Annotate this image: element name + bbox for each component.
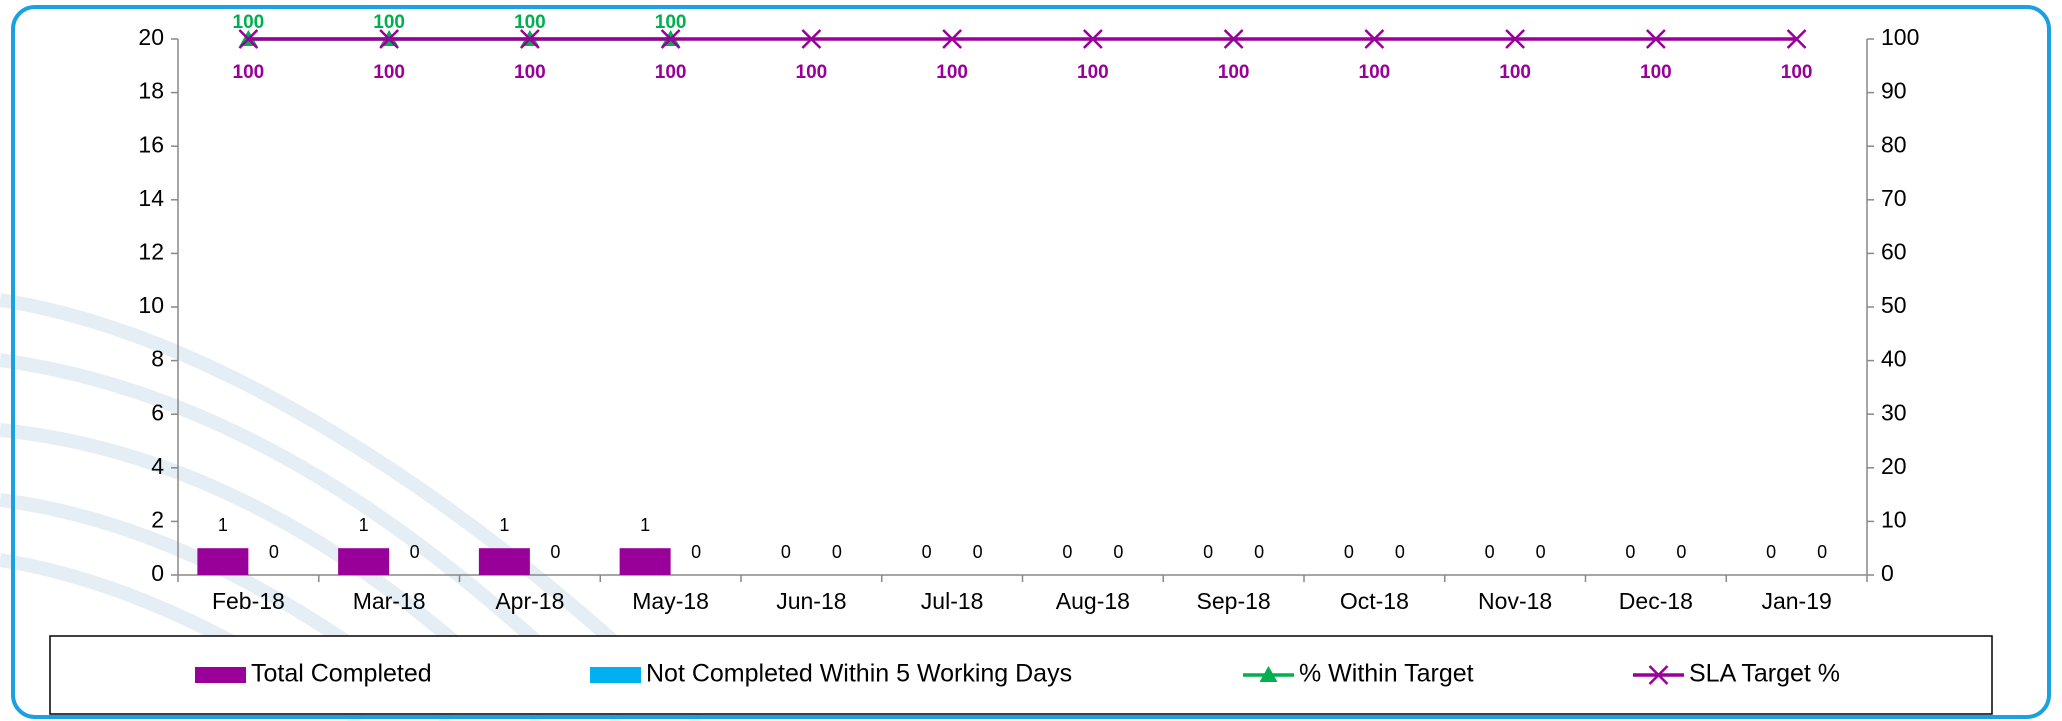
line-value-label: 100: [1640, 62, 1672, 83]
line-value-label: 100: [1077, 62, 1109, 83]
y2-tick-label: 0: [1881, 560, 1894, 586]
y2-tick-label: 60: [1881, 238, 1907, 264]
x-tick-label: May-18: [632, 588, 709, 614]
line-value-label: 100: [514, 12, 546, 33]
y-tick-label: 10: [138, 292, 164, 318]
bar: [338, 548, 389, 575]
y2-tick-label: 90: [1881, 78, 1907, 104]
bar-value-label: 0: [781, 542, 791, 562]
legend-label: Total Completed: [251, 660, 432, 688]
bar-value-label: 0: [922, 542, 932, 562]
y2-tick-label: 70: [1881, 185, 1907, 211]
x-tick-label: Oct-18: [1340, 588, 1409, 614]
x-tick-label: Jun-18: [776, 588, 846, 614]
bar-value-label: 0: [550, 542, 560, 562]
bar-value-label: 0: [1113, 542, 1123, 562]
bar-value-label: 0: [1625, 542, 1635, 562]
y-tick-label: 0: [151, 560, 164, 586]
y2-tick-label: 40: [1881, 346, 1907, 372]
line-value-label: 100: [514, 62, 546, 83]
line-value-label: 100: [936, 62, 968, 83]
line-value-label: 100: [1218, 62, 1250, 83]
line-value-label: 100: [655, 12, 687, 33]
bar-value-label: 0: [410, 542, 420, 562]
line-value-label: 100: [1781, 62, 1813, 83]
chart: 024681012141618200102030405060708090100F…: [0, 0, 2062, 721]
legend-swatch: [590, 667, 641, 683]
y-tick-label: 16: [138, 131, 164, 157]
legend-label: % Within Target: [1299, 660, 1474, 688]
bar-value-label: 0: [1062, 542, 1072, 562]
x-tick-label: Dec-18: [1619, 588, 1693, 614]
line-value-label: 100: [233, 12, 265, 33]
x-tick-label: Aug-18: [1056, 588, 1130, 614]
legend-label: Not Completed Within 5 Working Days: [646, 660, 1072, 688]
y-tick-label: 4: [151, 453, 164, 479]
x-tick-label: Sep-18: [1197, 588, 1271, 614]
legend-label: SLA Target %: [1689, 660, 1840, 688]
y2-tick-label: 50: [1881, 292, 1907, 318]
bar-value-label: 0: [1676, 542, 1686, 562]
y-tick-label: 2: [151, 506, 164, 532]
bar: [479, 548, 530, 575]
bar-value-label: 1: [359, 515, 369, 535]
bar-value-label: 0: [1395, 542, 1405, 562]
frame: [13, 7, 2049, 717]
bar-value-label: 0: [1485, 542, 1495, 562]
bar-value-label: 1: [499, 515, 509, 535]
x-tick-label: Mar-18: [353, 588, 426, 614]
x-tick-label: Feb-18: [212, 588, 285, 614]
bar: [197, 548, 248, 575]
bar-value-label: 0: [973, 542, 983, 562]
line-value-label: 100: [373, 62, 405, 83]
y2-tick-label: 20: [1881, 453, 1907, 479]
bar: [620, 548, 671, 575]
bar-value-label: 0: [1817, 542, 1827, 562]
y-tick-label: 14: [138, 185, 164, 211]
bar-value-label: 0: [832, 542, 842, 562]
y2-tick-label: 100: [1881, 24, 1919, 50]
y2-tick-label: 10: [1881, 506, 1907, 532]
bar-value-label: 0: [1254, 542, 1264, 562]
y-tick-label: 6: [151, 399, 164, 425]
x-tick-label: Apr-18: [495, 588, 564, 614]
bar-value-label: 0: [1766, 542, 1776, 562]
line-value-label: 100: [655, 62, 687, 83]
x-tick-label: Nov-18: [1478, 588, 1552, 614]
line-value-label: 100: [796, 62, 828, 83]
bar-value-label: 0: [1203, 542, 1213, 562]
bar-value-label: 0: [269, 542, 279, 562]
legend-swatch: [195, 667, 246, 683]
y-tick-label: 12: [138, 238, 164, 264]
x-tick-label: Jan-19: [1761, 588, 1831, 614]
line-value-label: 100: [373, 12, 405, 33]
line-value-label: 100: [233, 62, 265, 83]
bar-value-label: 0: [1536, 542, 1546, 562]
bar-value-label: 1: [218, 515, 228, 535]
y-tick-label: 20: [138, 24, 164, 50]
y2-tick-label: 80: [1881, 131, 1907, 157]
y2-tick-label: 30: [1881, 399, 1907, 425]
line-value-label: 100: [1359, 62, 1391, 83]
bar-value-label: 0: [1344, 542, 1354, 562]
line-value-label: 100: [1499, 62, 1531, 83]
bar-value-label: 0: [691, 542, 701, 562]
y-tick-label: 18: [138, 78, 164, 104]
bar-value-label: 1: [640, 515, 650, 535]
y-tick-label: 8: [151, 346, 164, 372]
x-tick-label: Jul-18: [921, 588, 984, 614]
